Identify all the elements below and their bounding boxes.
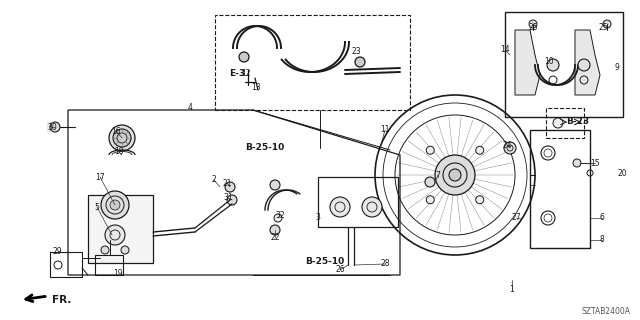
Text: 10: 10 — [544, 58, 554, 67]
Circle shape — [504, 142, 516, 154]
Circle shape — [270, 180, 280, 190]
Circle shape — [449, 169, 461, 181]
Text: 1: 1 — [509, 285, 515, 294]
Circle shape — [274, 214, 282, 222]
Text: 29: 29 — [52, 247, 62, 257]
Text: E-3: E-3 — [229, 68, 245, 77]
Bar — [50, 252, 82, 277]
Text: 18: 18 — [115, 148, 124, 156]
Bar — [530, 130, 590, 248]
Text: FR.: FR. — [52, 295, 72, 305]
Text: 2: 2 — [212, 175, 216, 185]
Polygon shape — [515, 30, 540, 95]
Circle shape — [109, 125, 135, 151]
Circle shape — [50, 122, 60, 132]
Circle shape — [110, 200, 120, 210]
Text: 8: 8 — [600, 236, 604, 244]
Circle shape — [239, 52, 249, 62]
Text: 26: 26 — [335, 266, 345, 275]
Text: 32: 32 — [275, 211, 285, 220]
Circle shape — [227, 195, 237, 205]
Circle shape — [578, 59, 590, 71]
Text: 20: 20 — [617, 169, 627, 178]
Text: 4: 4 — [188, 102, 193, 111]
Text: 22: 22 — [270, 233, 280, 242]
Circle shape — [476, 146, 484, 154]
Text: 7: 7 — [436, 171, 440, 180]
Circle shape — [553, 118, 563, 128]
Text: 5: 5 — [95, 203, 99, 212]
Circle shape — [270, 225, 280, 235]
Text: 6: 6 — [600, 213, 604, 222]
Text: 19: 19 — [113, 268, 123, 277]
Bar — [95, 255, 123, 275]
Circle shape — [101, 246, 109, 254]
Circle shape — [101, 191, 129, 219]
Circle shape — [529, 20, 537, 28]
Circle shape — [121, 246, 129, 254]
Text: 23: 23 — [351, 47, 361, 57]
Bar — [215, 15, 410, 110]
Text: 30: 30 — [47, 123, 57, 132]
Text: 3: 3 — [316, 213, 321, 222]
Bar — [88, 195, 153, 263]
Text: B-25-10: B-25-10 — [245, 143, 285, 153]
Circle shape — [603, 20, 611, 28]
Text: 25: 25 — [598, 23, 608, 33]
Circle shape — [435, 155, 475, 195]
Text: 15: 15 — [590, 158, 600, 167]
Circle shape — [362, 197, 382, 217]
Circle shape — [425, 177, 435, 187]
Circle shape — [426, 196, 435, 204]
Text: SZTAB2400A: SZTAB2400A — [581, 308, 630, 316]
Text: B-25-10: B-25-10 — [305, 258, 344, 267]
Circle shape — [573, 159, 581, 167]
Circle shape — [113, 129, 131, 147]
Text: 31: 31 — [223, 194, 233, 203]
Text: 25: 25 — [528, 23, 538, 33]
Polygon shape — [575, 30, 600, 95]
Circle shape — [355, 57, 365, 67]
Bar — [318, 177, 398, 227]
Text: 14: 14 — [500, 45, 510, 54]
Text: 27: 27 — [511, 213, 521, 222]
Text: 17: 17 — [95, 172, 105, 181]
Text: 9: 9 — [614, 63, 620, 73]
Text: B-23: B-23 — [566, 117, 589, 126]
Bar — [546, 108, 584, 138]
Circle shape — [426, 146, 435, 154]
Bar — [505, 12, 623, 117]
Circle shape — [330, 197, 350, 217]
Text: 11: 11 — [380, 125, 390, 134]
Circle shape — [476, 196, 484, 204]
Circle shape — [105, 225, 125, 245]
Text: 16: 16 — [111, 126, 121, 135]
Text: 21: 21 — [222, 179, 232, 188]
Text: 24: 24 — [502, 140, 512, 149]
Text: 28: 28 — [380, 260, 390, 268]
Text: 13: 13 — [251, 83, 261, 92]
Text: 12: 12 — [241, 68, 251, 77]
Circle shape — [225, 182, 235, 192]
Circle shape — [547, 59, 559, 71]
